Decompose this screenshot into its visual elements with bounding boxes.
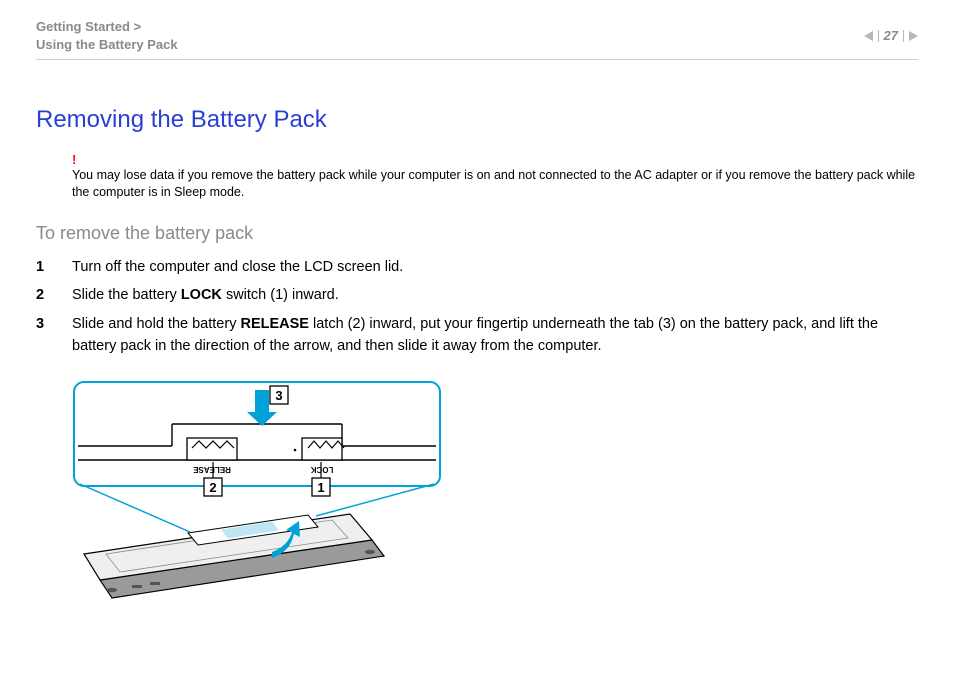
next-page-icon[interactable] (909, 31, 918, 41)
callout-2: 2 (209, 480, 216, 495)
step-text: Slide the battery (72, 287, 181, 303)
release-label: RELEASE (192, 465, 230, 474)
step-text: Slide and hold the battery (72, 316, 240, 332)
step-text: Turn off the computer and close the LCD … (72, 259, 403, 275)
step-bold: RELEASE (240, 316, 309, 332)
lock-label: LOCK (310, 465, 333, 474)
step-text: switch (1) inward. (222, 287, 339, 303)
step-item: Slide and hold the battery RELEASE latch… (36, 313, 918, 358)
page-header: Getting Started > Using the Battery Pack… (36, 18, 918, 60)
callout-1: 1 (317, 480, 324, 495)
battery-diagram: RELEASE LOCK 3 2 1 (72, 380, 918, 620)
step-item: Turn off the computer and close the LCD … (36, 256, 918, 278)
step-item: Slide the battery LOCK switch (1) inward… (36, 284, 918, 306)
section-subtitle: To remove the battery pack (36, 223, 918, 244)
warning-icon: ! (72, 152, 918, 167)
page-title: Removing the Battery Pack (36, 106, 918, 134)
page-number: 27 (884, 28, 898, 43)
step-bold: LOCK (181, 287, 222, 303)
callout-3: 3 (275, 388, 282, 403)
warning-text: You may lose data if you remove the batt… (72, 167, 918, 201)
steps-list: Turn off the computer and close the LCD … (36, 256, 918, 358)
page-nav: 27 (864, 18, 918, 43)
breadcrumb-line-1: Getting Started > (36, 18, 178, 36)
laptop-bottom-illustration (84, 514, 384, 598)
nav-divider-icon (903, 30, 904, 42)
prev-page-icon[interactable] (864, 31, 873, 41)
breadcrumb-line-2: Using the Battery Pack (36, 36, 178, 54)
nav-divider-icon (878, 30, 879, 42)
breadcrumb: Getting Started > Using the Battery Pack (36, 18, 178, 53)
warning-block: ! You may lose data if you remove the ba… (72, 152, 918, 201)
